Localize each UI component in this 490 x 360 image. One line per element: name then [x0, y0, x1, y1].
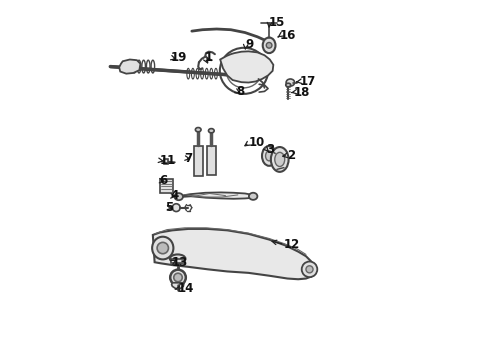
Bar [160, 179, 172, 193]
Text: 13: 13 [172, 256, 188, 269]
Ellipse shape [262, 146, 276, 166]
Ellipse shape [275, 152, 285, 167]
Polygon shape [178, 192, 254, 199]
Ellipse shape [306, 266, 313, 273]
Ellipse shape [286, 79, 294, 86]
Text: 4: 4 [171, 189, 179, 202]
Text: 6: 6 [159, 174, 168, 187]
Ellipse shape [286, 83, 291, 87]
Ellipse shape [152, 237, 173, 260]
Text: 11: 11 [159, 154, 175, 167]
Text: 8: 8 [236, 85, 245, 98]
Ellipse shape [236, 63, 252, 78]
Polygon shape [119, 59, 141, 74]
Ellipse shape [302, 261, 318, 277]
Ellipse shape [170, 270, 186, 285]
Text: 2: 2 [288, 149, 295, 162]
Ellipse shape [271, 147, 289, 172]
Ellipse shape [157, 242, 169, 254]
Polygon shape [220, 51, 273, 82]
Ellipse shape [266, 151, 272, 161]
Text: 17: 17 [299, 75, 316, 88]
Text: 12: 12 [284, 238, 300, 251]
Bar [194, 146, 203, 176]
Bar [172, 259, 185, 263]
Text: 7: 7 [184, 152, 192, 165]
Ellipse shape [172, 204, 180, 212]
Bar [207, 146, 216, 175]
Text: 10: 10 [248, 136, 265, 149]
Text: 19: 19 [171, 51, 187, 64]
Ellipse shape [174, 193, 183, 200]
Text: 15: 15 [269, 16, 285, 29]
Polygon shape [172, 283, 184, 289]
Text: 1: 1 [204, 51, 212, 64]
Text: 14: 14 [178, 282, 194, 294]
Text: 5: 5 [165, 201, 173, 214]
Polygon shape [153, 229, 316, 279]
Text: 9: 9 [245, 38, 253, 51]
Ellipse shape [263, 37, 275, 53]
Bar [164, 159, 168, 164]
Ellipse shape [249, 193, 257, 200]
Ellipse shape [170, 255, 185, 263]
Text: 16: 16 [280, 29, 296, 42]
Ellipse shape [208, 129, 214, 133]
Ellipse shape [174, 273, 182, 282]
Ellipse shape [196, 127, 201, 132]
Ellipse shape [266, 42, 272, 48]
Text: 3: 3 [266, 143, 274, 156]
Text: 18: 18 [294, 86, 310, 99]
